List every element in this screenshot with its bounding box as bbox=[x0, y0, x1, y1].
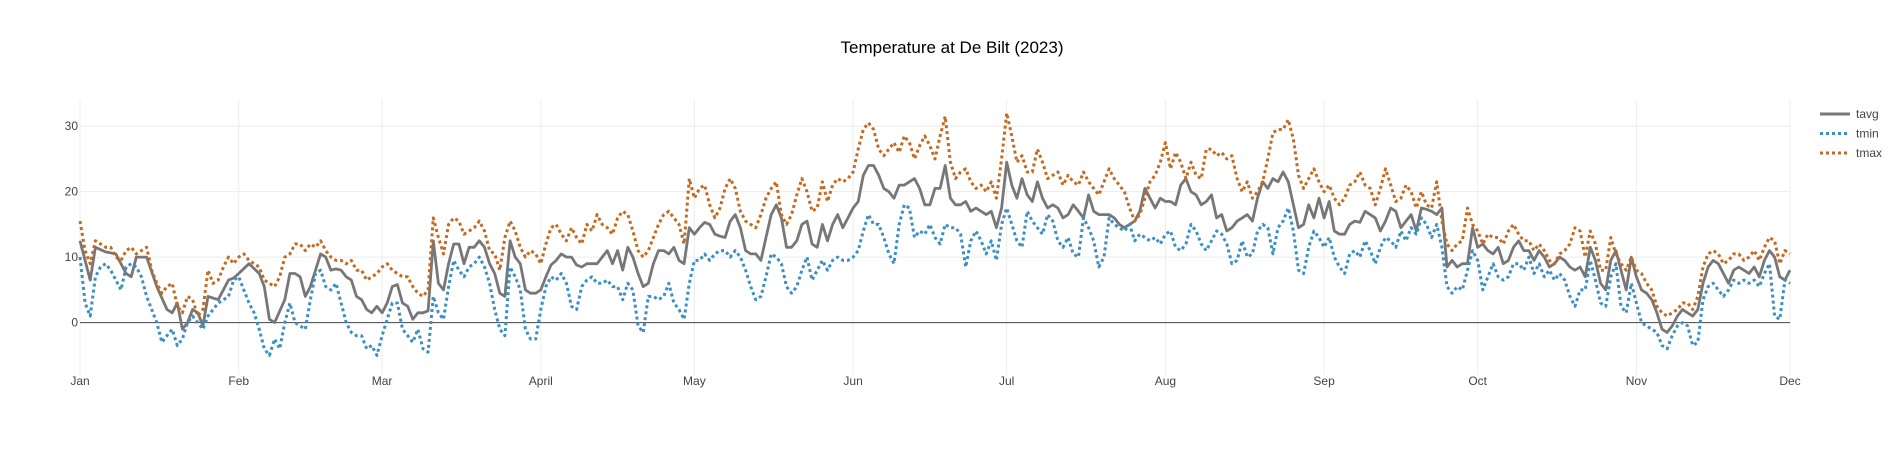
y-tick-label: 10 bbox=[65, 250, 79, 264]
x-tick-label: Nov bbox=[1626, 374, 1647, 388]
x-tick-label: Jun bbox=[843, 374, 862, 388]
legend-label: tmax bbox=[1856, 146, 1882, 160]
legend-label: tavg bbox=[1856, 107, 1879, 121]
y-tick-label: 20 bbox=[65, 185, 79, 199]
x-tick-label: Jul bbox=[999, 374, 1014, 388]
series-line-tmax bbox=[78, 111, 1791, 318]
x-gridlines bbox=[79, 100, 1791, 375]
legend-label: tmin bbox=[1856, 127, 1879, 141]
x-tick-label: Sep bbox=[1313, 374, 1335, 388]
y-tick-label: 0 bbox=[71, 316, 78, 330]
series-line-tavg bbox=[78, 160, 1792, 334]
legend[interactable]: tavg tmin tmax bbox=[1820, 107, 1882, 160]
x-axis-ticks: Jan Feb Mar April May Jun Jul Aug Sep Oct Nov Dec bbox=[70, 374, 1800, 388]
legend-item-tmax[interactable]: tmax bbox=[1820, 146, 1882, 160]
series-line-tmin bbox=[78, 203, 1791, 357]
x-tick-label: Oct bbox=[1468, 374, 1487, 388]
series-layer bbox=[78, 111, 1792, 357]
legend-item-tmin[interactable]: tmin bbox=[1820, 127, 1879, 141]
x-tick-label: Jan bbox=[70, 374, 89, 388]
legend-item-tavg[interactable]: tavg bbox=[1820, 107, 1879, 121]
x-tick-label: Aug bbox=[1155, 374, 1176, 388]
y-tick-label: 30 bbox=[65, 119, 79, 133]
chart-title: Temperature at De Bilt (2023) bbox=[841, 38, 1064, 57]
x-tick-label: Dec bbox=[1779, 374, 1800, 388]
x-tick-label: April bbox=[529, 374, 553, 388]
x-tick-label: May bbox=[683, 374, 706, 388]
x-tick-label: Mar bbox=[372, 374, 393, 388]
x-tick-label: Feb bbox=[228, 374, 249, 388]
y-axis-ticks: 0 10 20 30 bbox=[65, 119, 79, 329]
